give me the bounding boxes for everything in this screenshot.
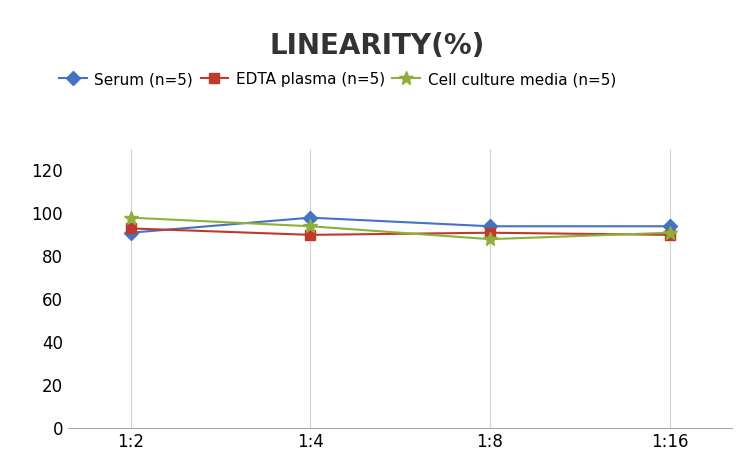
Text: LINEARITY(%): LINEARITY(%)	[270, 32, 485, 60]
Legend: Serum (n=5), EDTA plasma (n=5), Cell culture media (n=5): Serum (n=5), EDTA plasma (n=5), Cell cul…	[53, 66, 622, 93]
